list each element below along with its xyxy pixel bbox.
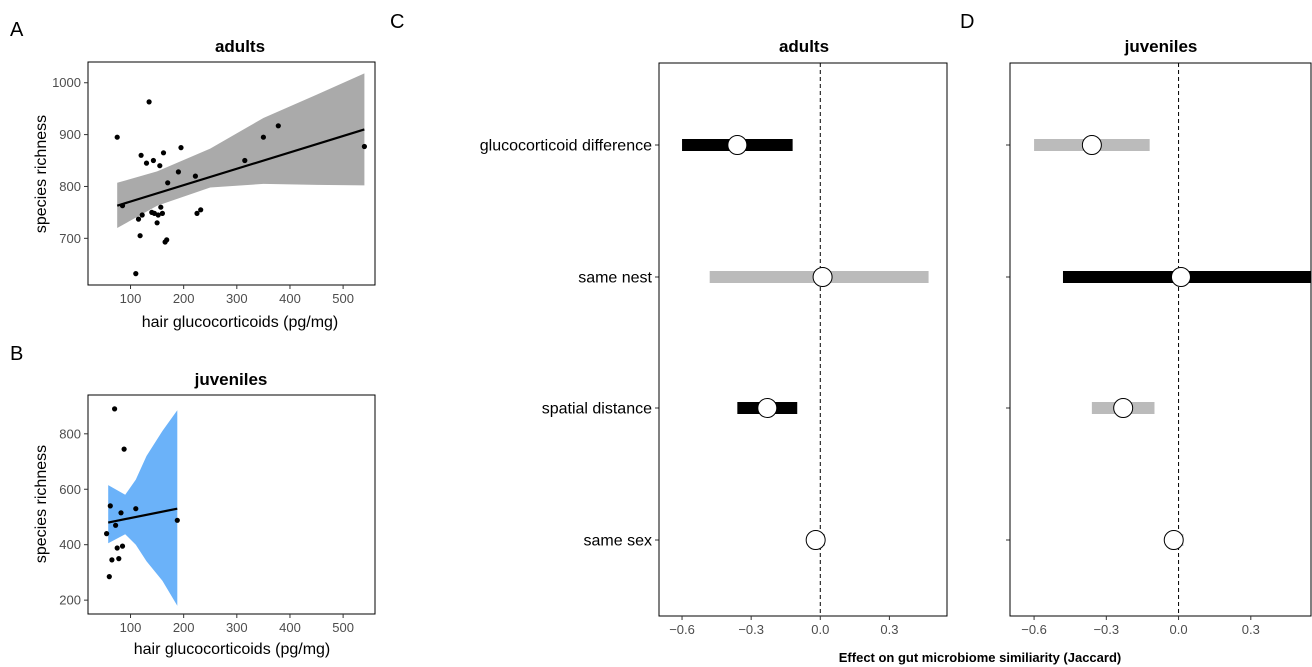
panel-a-point-14: [157, 163, 162, 168]
panel-d-estimate-point-3: [1164, 531, 1183, 550]
panel-c-category-label-3: same sex: [584, 533, 652, 550]
panel-a-point-21: [176, 169, 181, 174]
panel-a-point-8: [147, 99, 152, 104]
panel-b-point-10: [122, 447, 127, 452]
panel-label-a: A: [10, 19, 24, 41]
panel-c-estimate-point-0: [728, 136, 747, 155]
panel-a-title: adults: [215, 37, 265, 56]
panel-a-point-2: [133, 271, 138, 276]
panel-b-juveniles-scatter: juveniles hair glucocorticoids (pg/mg) s…: [33, 370, 375, 658]
panel-b-ytick-label-0: 200: [59, 593, 81, 608]
panel-b-title: juveniles: [194, 370, 268, 389]
panel-a-point-10: [151, 158, 156, 163]
panel-a-point-0: [115, 135, 120, 140]
panel-b-xtick-label-3: 400: [279, 620, 301, 635]
panel-d-estimate-point-1: [1171, 268, 1190, 287]
panel-b-point-12: [175, 518, 180, 523]
panel-c-xtick-label-2: 0.0: [811, 622, 829, 637]
panel-b-xtick-label-1: 200: [173, 620, 195, 635]
panel-b-point-7: [116, 556, 121, 561]
panel-d-title: juveniles: [1124, 37, 1198, 56]
panel-b-point-3: [109, 557, 114, 562]
panel-a-ytick-label-3: 1000: [52, 75, 81, 90]
panel-c-category-label-0: glucocorticoid difference: [480, 138, 652, 155]
panel-a-xtick-label-0: 100: [120, 291, 142, 306]
panel-c-title: adults: [779, 37, 829, 56]
panel-b-point-5: [113, 523, 118, 528]
panel-a-point-5: [139, 153, 144, 158]
panel-a-point-29: [362, 144, 367, 149]
panel-c-estimate-point-1: [813, 268, 832, 287]
panel-a-xtick-label-3: 400: [279, 291, 301, 306]
panel-a-ylabel: species richness: [33, 115, 50, 233]
panel-label-c: C: [390, 11, 404, 33]
panel-b-xtick-label-2: 300: [226, 620, 248, 635]
panel-a-ytick-label-2: 900: [59, 127, 81, 142]
panel-c-plot-area: [682, 63, 929, 616]
panel-d-estimate-point-0: [1082, 136, 1101, 155]
panel-a-point-19: [164, 237, 169, 242]
panel-a-point-7: [144, 161, 149, 166]
panel-a-point-20: [165, 180, 170, 185]
panel-b-xtick-label-4: 500: [332, 620, 354, 635]
panel-a-xlabel: hair glucocorticoids (pg/mg): [142, 314, 339, 331]
panel-a-xtick-label-2: 300: [226, 291, 248, 306]
panel-d-estimate-point-2: [1114, 399, 1133, 418]
panel-a-confidence-band: [117, 73, 364, 228]
panel-a-point-28: [276, 123, 281, 128]
panel-c-estimate-point-2: [758, 399, 777, 418]
panel-a-ytick-label-1: 800: [59, 179, 81, 194]
panel-c-xtick-label-0: −0.6: [669, 622, 695, 637]
panel-d-xtick-label-3: 0.3: [1242, 622, 1260, 637]
panel-a-point-6: [140, 212, 145, 217]
panel-b-ytick-label-2: 600: [59, 482, 81, 497]
panel-b-point-0: [104, 531, 109, 536]
panel-b-point-9: [120, 544, 125, 549]
panel-d-juveniles-effects: juveniles −0.6 −0.3 0.0 0.3: [1006, 37, 1311, 637]
panel-a-adults-scatter: adults hair glucocorticoids (pg/mg) spec…: [33, 37, 375, 331]
panel-a-point-17: [161, 150, 166, 155]
panel-c-category-label-2: spatial distance: [542, 401, 652, 418]
panel-a-point-27: [261, 135, 266, 140]
panel-b-xlabel: hair glucocorticoids (pg/mg): [134, 641, 331, 658]
panel-c-adults-effects: adults glucocorticoid difference same nes…: [480, 37, 947, 637]
panel-b-point-11: [133, 506, 138, 511]
panel-b-point-8: [118, 510, 123, 515]
panel-a-point-26: [242, 158, 247, 163]
panel-b-ytick-label-3: 800: [59, 426, 81, 441]
panel-a-xtick-label-4: 500: [332, 291, 354, 306]
shared-x-axis-label: Effect on gut microbiome similiarity (Ja…: [839, 650, 1121, 665]
panel-b-ylabel: species richness: [33, 445, 50, 563]
panel-label-d: D: [960, 11, 974, 33]
panel-d-xtick-label-1: −0.3: [1093, 622, 1119, 637]
panel-b-point-6: [115, 545, 120, 550]
panel-b-ytick-label-1: 400: [59, 537, 81, 552]
panel-a-point-12: [155, 220, 160, 225]
panel-label-b: B: [10, 343, 23, 365]
panel-b-point-2: [108, 503, 113, 508]
panel-a-point-16: [160, 211, 165, 216]
panel-a-point-23: [193, 174, 198, 179]
panel-b-confidence-band: [108, 410, 177, 606]
panel-a-point-22: [178, 145, 183, 150]
panel-b-point-4: [112, 406, 117, 411]
panel-c-estimate-point-3: [806, 531, 825, 550]
panel-a-point-15: [158, 205, 163, 210]
panel-d-plot-area: [1034, 63, 1311, 616]
panel-a-point-4: [138, 233, 143, 238]
panel-b-point-1: [107, 574, 112, 579]
panel-b-xtick-label-0: 100: [120, 620, 142, 635]
panel-d-xtick-label-0: −0.6: [1021, 622, 1047, 637]
panel-c-xtick-label-3: 0.3: [880, 622, 898, 637]
panel-a-xtick-label-1: 200: [173, 291, 195, 306]
panel-a-ytick-label-0: 700: [59, 231, 81, 246]
panel-a-point-3: [136, 217, 141, 222]
panel-d-xtick-label-2: 0.0: [1170, 622, 1188, 637]
panel-c-category-label-1: same nest: [578, 270, 652, 287]
panel-c-xtick-label-1: −0.3: [738, 622, 764, 637]
panel-a-point-25: [198, 207, 203, 212]
